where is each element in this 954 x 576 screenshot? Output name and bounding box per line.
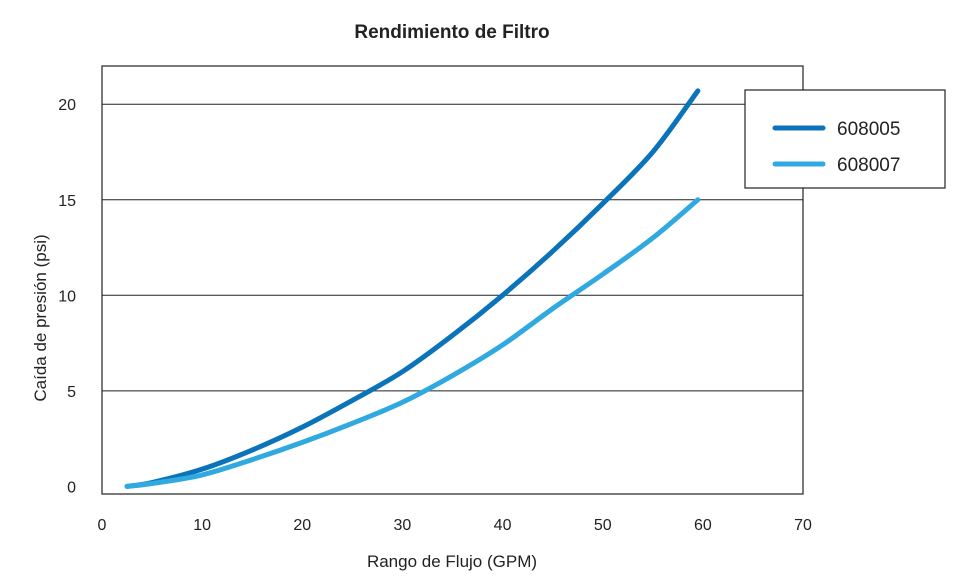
y-tick-10: 10 [58, 288, 76, 305]
series-line-608007 [124, 197, 701, 489]
x-tick-60: 60 [694, 517, 712, 534]
x-tick-20: 20 [293, 517, 311, 534]
x-tick-0: 0 [98, 517, 107, 534]
x-tick-40: 40 [494, 517, 512, 534]
x-tick-10: 10 [193, 517, 211, 534]
y-tick-labels: 0 5 10 15 20 [58, 97, 76, 496]
legend-label-608007: 608007 [837, 155, 900, 176]
y-tick-5: 5 [67, 384, 76, 401]
chart-title: Rendimiento de Filtro [354, 22, 549, 43]
x-axis-label: Rango de Flujo (GPM) [367, 552, 537, 571]
grid-layer [102, 103, 803, 392]
x-tick-70: 70 [794, 517, 812, 534]
series-layer [124, 88, 701, 489]
y-tick-15: 15 [58, 193, 76, 210]
x-tick-30: 30 [394, 517, 412, 534]
x-tick-labels: 0 10 20 30 40 50 60 70 [98, 517, 812, 534]
legend-label-608005: 608005 [837, 119, 900, 140]
y-axis-label: Caída de presión (psi) [31, 234, 50, 401]
y-tick-0: 0 [67, 479, 76, 496]
legend: 608005 608007 [744, 89, 946, 189]
y-tick-20: 20 [58, 97, 76, 114]
x-tick-50: 50 [594, 517, 612, 534]
series-line-608005 [124, 88, 701, 489]
plot-frame [101, 65, 804, 495]
legend-box [744, 89, 946, 189]
